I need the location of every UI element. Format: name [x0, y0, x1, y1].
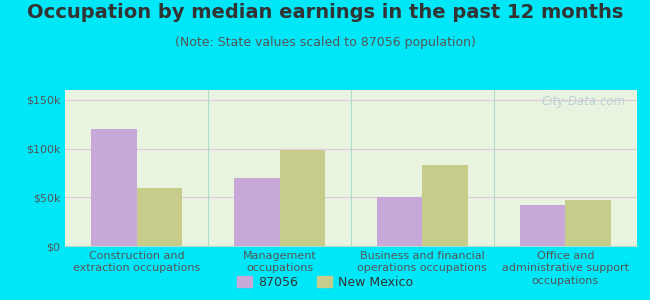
Bar [280, 150, 325, 246]
Text: Occupation by median earnings in the past 12 months: Occupation by median earnings in the pas… [27, 3, 623, 22]
Legend: 87056, New Mexico: 87056, New Mexico [232, 271, 418, 294]
Text: (Note: State values scaled to 87056 population): (Note: State values scaled to 87056 popu… [175, 36, 475, 49]
Bar [234, 178, 280, 246]
Bar [566, 200, 611, 246]
Bar [91, 129, 136, 246]
Text: City-Data.com: City-Data.com [541, 95, 625, 108]
Bar [422, 165, 468, 246]
Bar [519, 205, 566, 246]
Bar [136, 188, 183, 246]
Bar [377, 197, 423, 246]
